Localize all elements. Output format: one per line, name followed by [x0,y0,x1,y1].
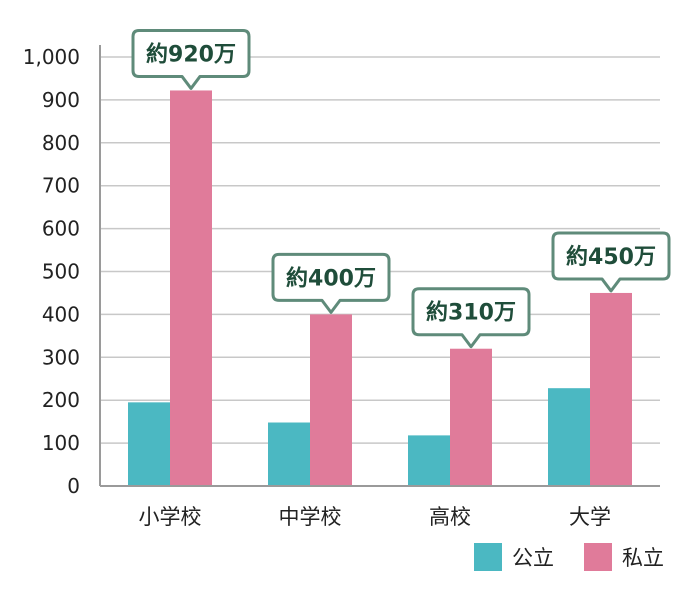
y-tick-label: 300 [42,345,80,369]
bar-public-2 [408,435,450,486]
y-tick-label: 500 [42,260,80,284]
bar-public-3 [548,388,590,486]
callout-label: 約310万 [426,300,516,326]
y-tick-label: 800 [42,131,80,155]
bar-private-1 [310,314,352,486]
bar-private-3 [590,292,632,486]
y-tick-label: 900 [42,88,80,112]
category-label: 小学校 [139,505,202,529]
callout-box [411,287,531,349]
category-label: 大学 [569,505,611,529]
callout-label: 約920万 [146,41,236,67]
category-labels: 小学校 中学校 高校 大学 [139,505,612,529]
y-tick-label: 400 [42,302,80,326]
y-tick-label: 100 [42,431,80,455]
legend: 公立 私立 [474,543,664,571]
y-tick-label: 200 [42,388,80,412]
legend-swatch-private [584,543,612,571]
callout-label: 約450万 [566,244,656,270]
callout-label: 約400万 [286,265,376,291]
legend-label-public: 公立 [512,546,554,570]
callout-box [271,252,391,314]
callout-box [131,28,251,90]
bars [128,90,632,486]
category-label: 高校 [429,505,471,529]
category-label: 中学校 [279,505,342,529]
y-tick-label: 700 [42,174,80,198]
bar-public-0 [128,402,170,486]
legend-swatch-public [474,543,502,571]
bar-public-1 [268,422,310,486]
y-tick-label: 1,000 [23,45,80,69]
bar-private-0 [170,90,212,486]
legend-label-private: 私立 [622,546,664,570]
y-axis-ticks: 0 100 200 300 400 500 600 700 800 900 1,000 [23,45,80,498]
y-tick-label: 600 [42,217,80,241]
y-tick-label: 0 [67,474,80,498]
callout-box [551,231,671,293]
bar-private-2 [450,348,492,486]
